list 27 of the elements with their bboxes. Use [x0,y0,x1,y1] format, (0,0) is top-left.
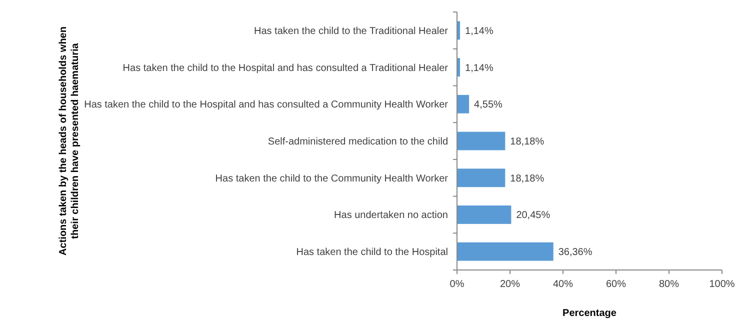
bar [457,242,554,261]
y-tick-label: Has taken the child to the Hospital and has consulted a Community Health Worker [84,100,449,111]
data-label: 18,18% [510,173,544,184]
y-tick-label: Has taken the child to the Hospital [296,247,448,258]
y-tick-label: Self-administered medication to the child [268,136,448,148]
bar [457,206,512,224]
data-label: 18,18% [510,136,544,148]
bar [457,168,506,188]
x-tick-label: 80% [658,279,680,290]
data-label: 1,14% [465,26,494,37]
data-label: 1,14% [465,62,494,74]
x-tick-label: 0% [450,279,464,290]
x-tick-label: 60% [606,279,626,290]
y-tick-label: Has taken the child to the Traditional Healer [254,26,449,37]
y-axis-title: Actions taken by the heads of households when their children have presented haematuria [58,26,81,256]
bar [457,94,470,114]
y-tick-label: Has taken the child to the Community Health Worker [215,173,449,184]
x-tick-label: 20% [500,279,520,290]
bar [457,132,506,150]
x-tick-label: 100% [709,279,735,290]
y-tick-label: Has undertaken no action [334,210,448,222]
x-tick-label: 40% [552,279,574,290]
data-label: 36,36% [558,247,592,258]
x-axis-title: Percentage [562,308,617,319]
data-label: 20,45% [516,210,550,222]
y-tick-label: Has taken the child to the Hospital and has consulted a Traditional Healer [122,62,449,74]
data-label: 4,55% [474,100,503,111]
